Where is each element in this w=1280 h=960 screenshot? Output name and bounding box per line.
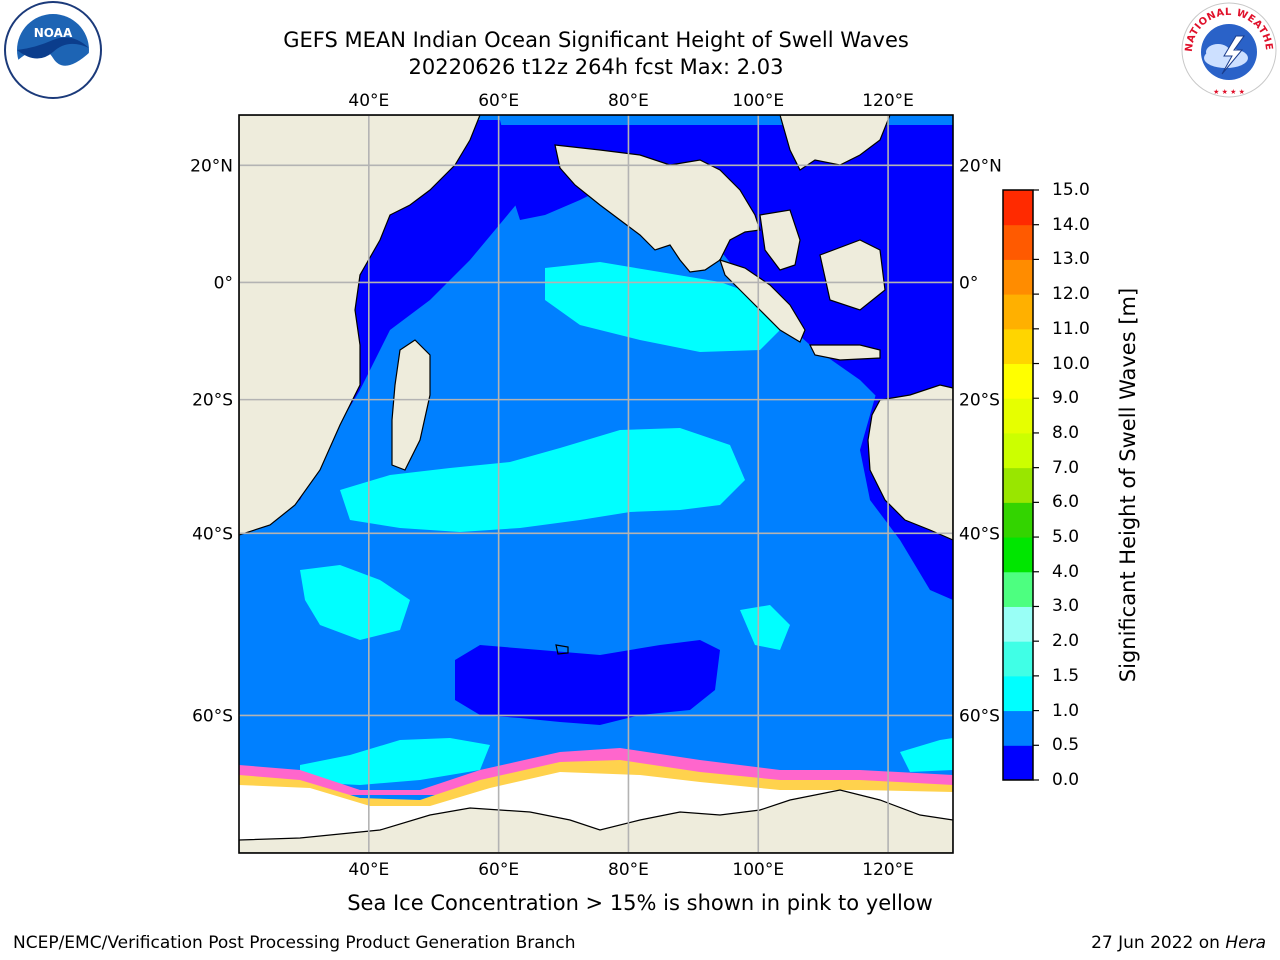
date-stamp: 27 Jun 2022 on Hera	[1091, 933, 1266, 953]
colorbar-tick-label: 3.0	[1052, 596, 1080, 617]
lon-tick-label-top: 100°E	[732, 91, 784, 111]
colorbar-segment	[1003, 363, 1033, 399]
colorbar-segment	[1003, 745, 1033, 781]
lat-tick-label-left: 20°S	[192, 391, 233, 411]
colorbar-frame	[1002, 189, 1034, 781]
colorbar-tick-label: 8.0	[1052, 422, 1080, 443]
java-land	[809, 344, 881, 361]
kerguelen-island	[555, 644, 569, 655]
lon-tick-label-bottom: 40°E	[348, 860, 389, 880]
asia-north-land	[600, 115, 891, 171]
colorbar-tick-label: 14.0	[1052, 214, 1090, 235]
colorbar-segment	[1003, 641, 1033, 677]
swell-low-southern	[455, 640, 720, 725]
colorbar-tick-label: 1.5	[1052, 665, 1080, 686]
svg-text:★ ★ ★ ★: ★ ★ ★ ★	[1213, 88, 1245, 96]
colorbar-tick-label: 15.0	[1052, 180, 1090, 200]
lat-tick-label-right: 60°S	[959, 706, 1000, 726]
lat-tick-label-right: 20°N	[959, 156, 1002, 176]
credit-text: NCEP/EMC/Verification Post Processing Pr…	[13, 933, 576, 953]
colorbar-segment	[1003, 467, 1033, 503]
lat-tick-label-left: 20°N	[190, 156, 233, 176]
colorbar-tick-label: 4.0	[1052, 561, 1080, 582]
colorbar-segment	[1003, 606, 1033, 642]
colorbar-tick-label: 2.0	[1052, 631, 1080, 652]
madagascar-land	[391, 339, 431, 471]
swell-high-polar	[300, 738, 490, 785]
colorbar-segment	[1003, 190, 1033, 226]
lon-tick-label-bottom: 120°E	[862, 860, 914, 880]
sumatra-land	[719, 259, 806, 343]
colorbar-tick-label: 5.0	[1052, 527, 1080, 548]
colorbar-segment	[1003, 571, 1033, 607]
colorbar-tick-label: 12.0	[1052, 284, 1090, 305]
noaa-logo-text: NOAA	[34, 26, 73, 40]
colorbar-tick-label: 0.0	[1052, 770, 1080, 790]
noaa-logo: NOAA	[4, 1, 102, 99]
lon-tick-label-top: 40°E	[348, 91, 389, 111]
lat-tick-label-right: 0°	[959, 273, 978, 293]
lat-tick-label-left: 60°S	[192, 706, 233, 726]
colorbar-segment	[1003, 294, 1033, 330]
sea-ice-note: Sea Ice Concentration > 15% is shown in …	[347, 891, 933, 915]
map-title: GEFS MEAN Indian Ocean Significant Heigh…	[283, 28, 909, 52]
map-axis-ticks: 40°E 40°E 60°E 60°E 80°E 80°E 100°E 100°E 120°E 1…	[190, 91, 1002, 880]
malay-peninsula-land	[759, 209, 801, 271]
colorbar-segment	[1003, 259, 1033, 295]
africa-arabia-land	[239, 115, 481, 536]
host-name: Hera	[1225, 933, 1266, 953]
colorbar-tick-label: 7.0	[1052, 457, 1080, 478]
swell-high-patch	[740, 605, 790, 650]
colorbar-tick-label: 13.0	[1052, 249, 1090, 270]
borneo-land	[819, 239, 886, 311]
colorbar	[1002, 189, 1039, 781]
colorbar-segment	[1003, 537, 1033, 573]
australia-land	[867, 384, 953, 541]
colorbar-segment	[1003, 502, 1033, 538]
antarctica-land	[239, 789, 953, 853]
lon-tick-label-top: 60°E	[478, 91, 519, 111]
graticule	[239, 115, 953, 853]
map-frame	[238, 114, 954, 854]
colorbar-segment	[1003, 675, 1033, 712]
lat-tick-label-left: 40°S	[192, 524, 233, 544]
lon-tick-label-bottom: 80°E	[608, 860, 649, 880]
date-text: 27 Jun 2022 on	[1091, 933, 1226, 953]
swell-high-equatorial	[545, 262, 790, 352]
colorbar-label: Significant Height of Swell Waves [m]	[1116, 287, 1140, 683]
colorbar-segment	[1003, 224, 1033, 260]
colorbar-segment	[1003, 432, 1033, 469]
map-area	[239, 115, 953, 853]
colorbar-tick-label: 0.5	[1052, 735, 1080, 756]
lon-tick-label-top: 80°E	[608, 91, 649, 111]
swell-high-southwest	[300, 565, 410, 640]
colorbar-tick-label: 1.0	[1052, 700, 1080, 721]
colorbar-tick-label: 6.0	[1052, 492, 1080, 513]
colorbar-segment	[1003, 328, 1033, 365]
colorbar-segment	[1003, 710, 1033, 746]
lon-tick-label-top: 120°E	[862, 91, 914, 111]
map-subtitle: 20220626 t12z 264h fcst Max: 2.03	[408, 55, 784, 79]
lat-tick-label-right: 40°S	[959, 524, 1000, 544]
colorbar-tick-label: 10.0	[1052, 353, 1090, 374]
nws-logo: NATIONAL WEATHER SERVICE ★ ★ ★ ★	[1178, 0, 1277, 98]
swell-high-polar-east	[900, 738, 953, 772]
lon-tick-label-bottom: 60°E	[478, 860, 519, 880]
lon-tick-label-bottom: 100°E	[732, 860, 784, 880]
colorbar-tick-label: 9.0	[1052, 388, 1080, 409]
lat-tick-label-left: 0°	[214, 273, 233, 293]
lat-tick-label-right: 20°S	[959, 391, 1000, 411]
swell-high-subtropical	[340, 428, 745, 532]
colorbar-tick-label: 11.0	[1052, 318, 1090, 339]
colorbar-segment	[1003, 398, 1033, 434]
